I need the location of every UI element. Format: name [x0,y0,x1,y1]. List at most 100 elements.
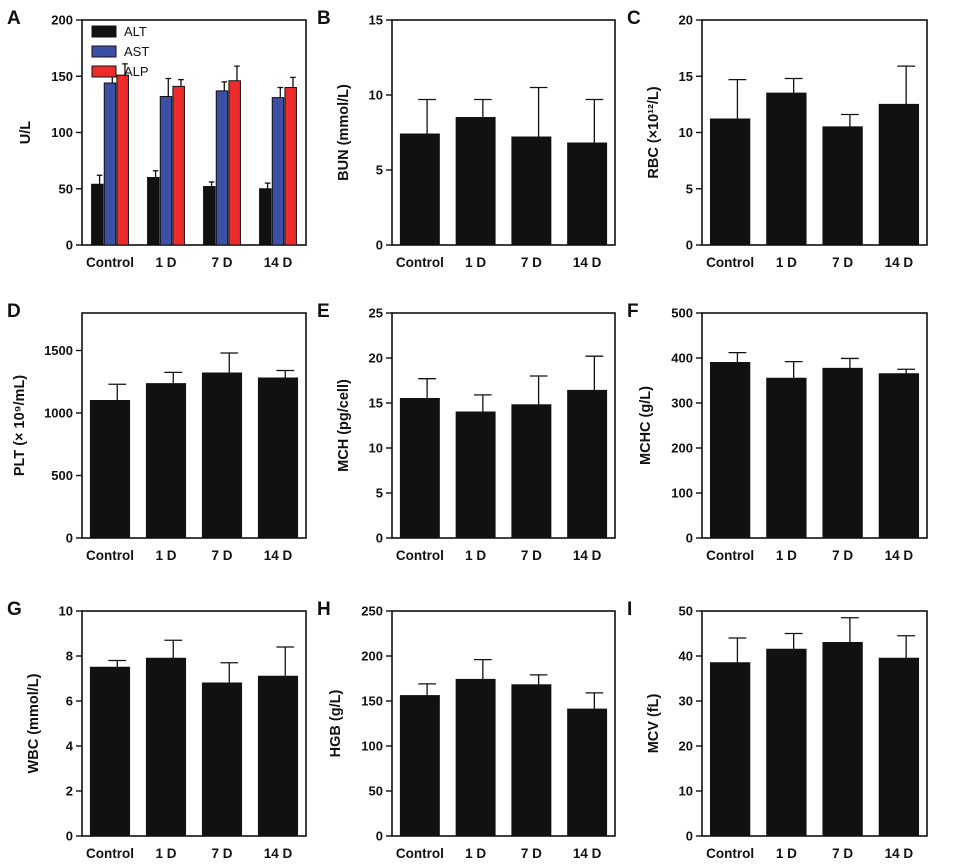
panel-b-bar-bun [399,133,440,246]
panel-h-letter: H [317,599,331,620]
panel-f-ytick-label: 100 [671,486,693,501]
panel-e-ytick-label: 10 [369,441,383,456]
panel-a-bar-alp [284,87,297,246]
panel-a-ytick-label: 200 [51,13,73,28]
panel-g-category-label: 14 D [264,846,293,861]
panel-g-category-label: Control [86,846,134,861]
panel-d-bar-plt [145,383,187,539]
panel-g: G 0 2 4 6 8 10 WBC (mmol/L) Control 1 D 7 D 14 D [7,599,307,861]
panel-g-plot-frame [81,610,307,837]
panel-a-bar-alt [147,177,160,246]
panel-e-category-label: 7 D [521,548,542,563]
panel-e-ytick-label: 20 [369,351,383,366]
panel-a-category-label: Control [86,255,134,270]
panel-a-bar-ast [215,90,229,246]
panel-a-ylabel: U/L [18,121,34,145]
panel-i-bar-mcv [822,642,863,837]
panel-a-bar-alp [228,80,241,246]
panel-i-ytick-label: 20 [679,739,693,754]
panel-d-category-label: 14 D [264,548,293,563]
panel-e-ytick-label: 25 [369,306,383,321]
panel-a-legend-swatch-alp [91,65,117,78]
panel-b-ytick-label: 0 [376,238,383,253]
panel-d-category-label: Control [86,548,134,563]
panel-c-category-label: 1 D [776,255,797,270]
panel-b-category-label: 7 D [521,255,542,270]
panel-d-bar-plt [89,400,131,539]
panel-i-ytick-label: 50 [679,604,693,619]
panel-f-ytick-label: 500 [671,306,693,321]
panel-h-ytick-label: 250 [361,604,383,619]
panel-g-category-label: 7 D [211,846,232,861]
panel-f-ytick-label: 300 [671,396,693,411]
panel-g-ytick-label: 8 [66,649,73,664]
panel-e-category-label: 14 D [573,548,602,563]
panel-h-ytick-label: 150 [361,694,383,709]
panel-b-bar-bun [511,136,552,246]
panel-a-legend-label-alp: ALP [124,64,149,79]
panel-i-bar-mcv [878,657,920,837]
panel-a-legend-label-alt: ALT [124,24,147,39]
panel-d-bar-plt [257,377,299,539]
panel-h: H 0 50 100 150 200 250 HGB (g/L) Control 1 D 7 D 14… [317,599,616,861]
panel-c-ytick-label: 5 [686,181,693,196]
panel-b-category-label: 1 D [465,255,486,270]
panel-e-category-label: 1 D [465,548,486,563]
panel-a-legend-label-ast: AST [124,44,149,59]
panel-b-category-label: 14 D [573,255,602,270]
panel-g-bar-wbc [145,657,187,837]
panel-f-ytick-label: 200 [671,441,693,456]
panel-d-bar-plt [201,372,243,539]
panel-g-ylabel: WBC (mmol/L) [26,673,42,773]
panel-c-category-label: 14 D [885,255,914,270]
panel-a-legend: ALT AST ALP [91,24,149,79]
panel-f-category-label: 14 D [885,548,914,563]
panel-e-ytick-label: 5 [376,486,383,501]
panel-g-letter: G [7,599,22,620]
panel-c-bar-rbc [878,103,920,246]
panel-a-bar-alt [203,186,216,246]
panel-f-bar-mchc [709,362,751,539]
panel-d-ytick-label: 0 [66,531,73,546]
panel-g-bar-wbc [89,666,131,837]
panel-i-category-label: 14 D [885,846,914,861]
panel-e-ytick-label: 15 [369,396,383,411]
panel-d-letter: D [7,301,21,322]
panel-f-bar-mchc [822,367,863,539]
panel-c: C 0 5 10 15 20 RBC (×10¹²/L) Control 1 D 7 D 14 D [627,8,928,270]
panel-e-bar-mch [567,389,608,539]
panel-g-ytick-label: 0 [66,829,73,844]
panel-f-ylabel: MCHC (g/L) [638,386,654,465]
panel-c-bar-rbc [822,126,863,246]
panel-b-bar-bun [455,117,496,246]
panel-h-bar-hgb [455,678,496,837]
panel-g-category-label: 1 D [155,846,176,861]
panel-c-ytick-label: 20 [679,13,693,28]
panel-h-ytick-label: 50 [369,784,383,799]
panel-g-ytick-label: 6 [66,694,73,709]
panel-a-letter: A [7,8,21,29]
panel-e-letter: E [317,301,330,322]
panel-b-ylabel: BUN (mmol/L) [336,84,352,181]
panel-g-bar-wbc [257,675,299,837]
panel-c-ytick-label: 15 [679,69,693,84]
panel-d-category-label: 1 D [155,548,176,563]
panel-g-bar-wbc [201,682,243,837]
panel-d: D 0 500 1000 1500 PLT (× 10⁹/mL) Control 1 D 7 D… [7,301,307,563]
panel-i-bar-mcv [709,662,751,837]
panel-i: I 0 10 20 30 40 50 MCV (fL) Control 1 D 7 D 14 D [627,599,928,861]
panel-i-ytick-label: 10 [679,784,693,799]
panel-c-category-label: Control [706,255,754,270]
panel-i-category-label: Control [706,846,754,861]
panel-b-letter: B [317,8,331,29]
panel-f-ytick-label: 0 [686,531,693,546]
panel-b-plot-frame [391,19,616,246]
panel-a-bar-alt [259,188,272,246]
panel-h-ytick-label: 200 [361,649,383,664]
panel-a-bar-alt [91,183,104,246]
panel-c-ytick-label: 0 [686,238,693,253]
panel-c-ytick-label: 10 [679,125,693,140]
panel-g-ytick-label: 2 [66,784,73,799]
